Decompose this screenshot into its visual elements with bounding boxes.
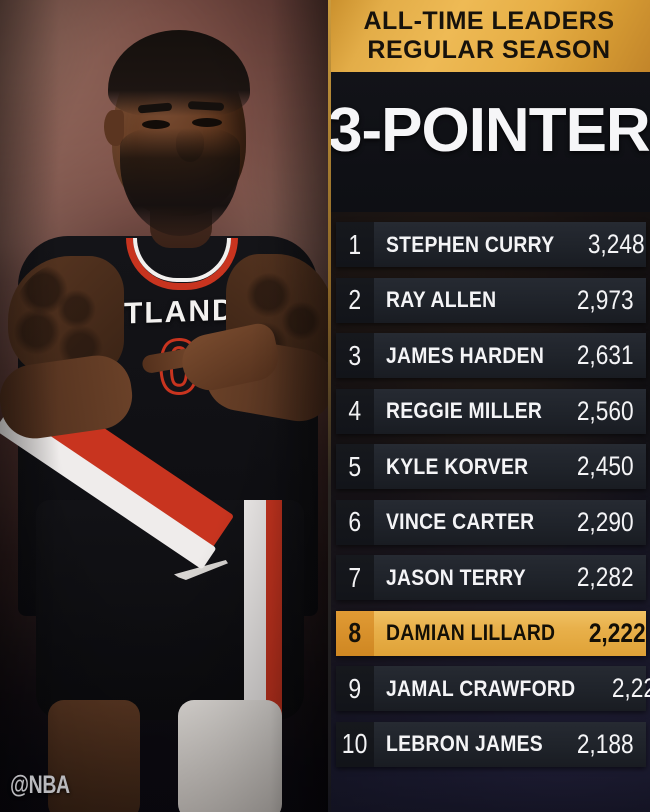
header-line-2: REGULAR SEASON [367, 36, 611, 64]
row-rank: 6 [336, 499, 374, 545]
leaderboard-list: 1 STEPHEN CURRY 3,248 2 RAY ALLEN 2,973 3 JAMES… [336, 222, 650, 777]
row-value: 2,560 [566, 389, 646, 434]
row-rank: 2 [336, 277, 374, 323]
row-rank-text: 3 [348, 339, 362, 371]
row-rank: 9 [336, 666, 374, 711]
row-value: 2,222 [578, 611, 650, 656]
leaderboard-row[interactable]: 5 KYLE KORVER 2,450 [336, 444, 646, 489]
row-player-name: JAMES HARDEN [374, 333, 566, 378]
row-player-name-text: JAMES HARDEN [386, 342, 545, 368]
row-value-text: 2,560 [577, 395, 634, 426]
player-eye-right [192, 118, 222, 127]
row-rank-text: 1 [348, 228, 362, 260]
player-figure: RTLAND 0 [0, 30, 330, 812]
row-rank: 8 [336, 610, 374, 656]
row-player-name-text: REGGIE MILLER [386, 398, 543, 423]
row-player-name-text: KYLE KORVER [386, 453, 529, 479]
row-player-name-text: DAMIAN LILLARD [386, 620, 556, 645]
row-player-name: STEPHEN CURRY [374, 222, 577, 267]
header-line-1: ALL-TIME LEADERS [363, 7, 615, 35]
row-rank-text: 5 [348, 450, 362, 482]
row-player-name: LEBRON JAMES [374, 722, 566, 767]
row-value-text: 2,188 [577, 728, 634, 759]
row-player-name-text: VINCE CARTER [386, 509, 535, 534]
player-ear [104, 110, 124, 146]
row-value-text: 2,221 [612, 673, 650, 703]
row-rank: 7 [336, 555, 374, 600]
row-value-text: 2,631 [577, 340, 634, 370]
row-rank: 3 [336, 333, 374, 378]
row-value-text: 2,222 [589, 617, 646, 648]
row-player-name: KYLE KORVER [374, 444, 566, 489]
row-player-name: RAY ALLEN [374, 278, 566, 323]
row-rank-text: 4 [348, 395, 362, 426]
page-title: 3-POINTERS MADE [328, 96, 650, 165]
row-rank-text: 9 [348, 672, 362, 704]
row-value: 2,973 [566, 278, 646, 323]
row-rank-text: 2 [348, 284, 362, 315]
row-value: 3,248 [577, 222, 650, 267]
row-value: 2,221 [601, 666, 650, 711]
row-value-text: 3,248 [588, 229, 645, 259]
player-leg-left [48, 700, 140, 812]
shorts-red-stripe [266, 500, 282, 716]
row-value: 2,290 [566, 500, 646, 545]
row-rank: 1 [336, 222, 374, 267]
row-rank: 4 [336, 388, 374, 434]
row-value: 2,631 [566, 333, 646, 378]
row-rank-text: 7 [348, 561, 362, 593]
leaderboard-row[interactable]: 8 DAMIAN LILLARD 2,222 [336, 610, 646, 656]
row-player-name: VINCE CARTER [374, 500, 566, 545]
row-player-name-text: JASON TERRY [386, 564, 526, 590]
row-rank-text: 8 [348, 617, 362, 648]
shorts-white-stripe [244, 500, 266, 716]
row-player-name: REGGIE MILLER [374, 389, 566, 434]
leaderboard-row[interactable]: 4 REGGIE MILLER 2,560 [336, 388, 646, 434]
row-value-text: 2,290 [577, 506, 634, 537]
nba-watermark: @NBA [10, 771, 70, 799]
leaderboard-row[interactable]: 2 RAY ALLEN 2,973 [336, 277, 646, 323]
leaderboard-panel: ALL-TIME LEADERS REGULAR SEASON 3-POINTE… [328, 0, 650, 812]
leaderboard-row[interactable]: 9 JAMAL CRAWFORD 2,221 [336, 666, 650, 711]
row-rank-text: 10 [342, 728, 368, 759]
player-beard [120, 128, 240, 236]
row-player-name-text: JAMAL CRAWFORD [386, 675, 576, 701]
row-player-name-text: STEPHEN CURRY [386, 231, 555, 257]
leaderboard-row[interactable]: 1 STEPHEN CURRY 3,248 [336, 222, 646, 267]
leaderboard-row[interactable]: 6 VINCE CARTER 2,290 [336, 499, 646, 545]
leaderboard-row[interactable]: 3 JAMES HARDEN 2,631 [336, 333, 646, 378]
player-leg-right [178, 700, 282, 812]
row-player-name: JASON TERRY [374, 555, 566, 600]
leaderboard-row[interactable]: 10 LEBRON JAMES 2,188 [336, 721, 646, 767]
row-value: 2,450 [566, 444, 646, 489]
row-value-text: 2,282 [577, 562, 634, 592]
row-rank-text: 6 [348, 506, 362, 537]
row-value: 2,188 [566, 722, 646, 767]
row-player-name: JAMAL CRAWFORD [374, 666, 601, 711]
panel-header-banner: ALL-TIME LEADERS REGULAR SEASON [328, 0, 650, 72]
player-photo: RTLAND 0 @NBA [0, 0, 330, 812]
player-eye-left [142, 120, 170, 129]
row-player-name: DAMIAN LILLARD [374, 611, 578, 656]
panel-left-edge [328, 0, 331, 812]
leaderboard-row[interactable]: 7 JASON TERRY 2,282 [336, 555, 646, 600]
row-rank: 10 [336, 721, 374, 767]
row-value-text: 2,973 [577, 284, 634, 315]
row-player-name-text: LEBRON JAMES [386, 731, 543, 756]
row-value: 2,282 [566, 555, 646, 600]
row-value-text: 2,450 [577, 451, 634, 481]
row-player-name-text: RAY ALLEN [386, 287, 497, 312]
player-hair [108, 30, 250, 116]
row-rank: 5 [336, 444, 374, 489]
title-band [328, 72, 650, 212]
